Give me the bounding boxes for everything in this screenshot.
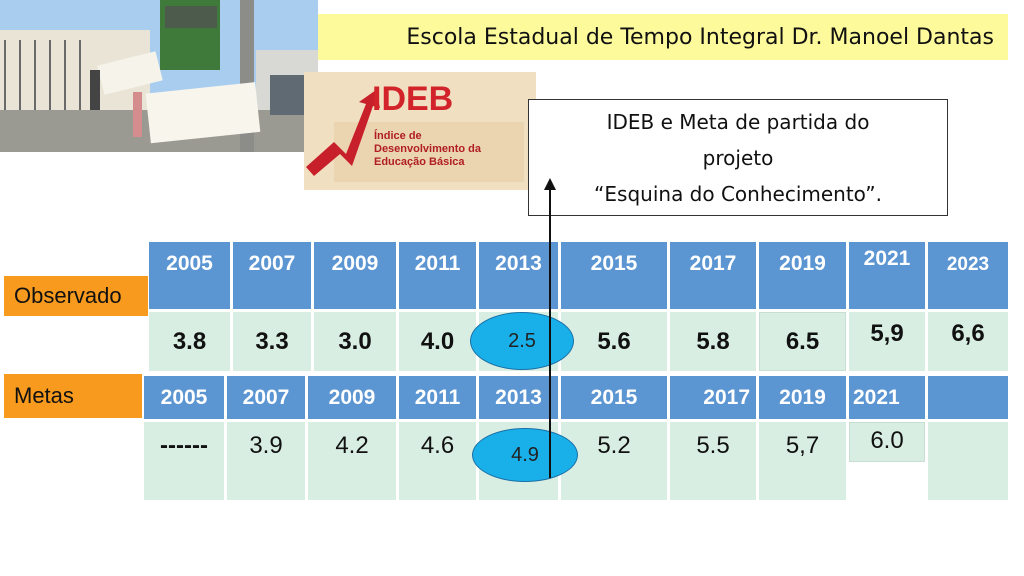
observado-value: 3.8	[149, 312, 230, 371]
highlight-ellipse-observado-2013: 2.5	[470, 312, 574, 370]
metas-year: 2011	[399, 376, 476, 419]
metas-year	[928, 376, 1008, 419]
observado-value: 6.5	[759, 312, 846, 371]
callout-line-2: projeto	[702, 145, 774, 170]
observado-value: 5,9	[849, 312, 925, 371]
observado-year: 2023	[928, 242, 1008, 309]
ideb-logo-subtitle: Índice de Desenvolvimento da Educação Bá…	[374, 130, 481, 168]
observado-value: 3.3	[233, 312, 311, 371]
metas-value: 4.6	[399, 422, 476, 500]
observado-value: 3.0	[314, 312, 396, 371]
metas-year: 2005	[144, 376, 224, 419]
observado-year: 2011	[399, 242, 476, 309]
observado-year: 2013	[479, 242, 558, 309]
observado-label: Observado	[4, 276, 148, 316]
metas-value	[928, 422, 1008, 500]
metas-year: 2019	[759, 376, 846, 419]
metas-value: 6.0	[849, 422, 925, 462]
protest-photo	[0, 0, 318, 152]
observado-value: 5.8	[670, 312, 756, 371]
observado-year: 2009	[314, 242, 396, 309]
school-title: Escola Estadual de Tempo Integral Dr. Ma…	[318, 14, 1008, 60]
observado-year: 2017	[670, 242, 756, 309]
metas-value: ------	[144, 422, 224, 500]
ideb-logo-word: IDEB	[372, 80, 454, 118]
metas-year: 2007	[227, 376, 305, 419]
metas-label: Metas	[4, 374, 142, 418]
metas-value: 5.5	[670, 422, 756, 500]
callout-line-3: “Esquina do Conhecimento”.	[594, 181, 882, 206]
observado-value: 5.6	[561, 312, 667, 371]
metas-year: 2013	[479, 376, 558, 419]
observado-value: 6,6	[928, 312, 1008, 371]
metas-value: 5,7	[759, 422, 846, 500]
metas-year: 2021	[849, 376, 925, 419]
callout-line-1: IDEB e Meta de partida do	[606, 109, 870, 134]
metas-value: 4.2	[308, 422, 396, 500]
metas-year: 2009	[308, 376, 396, 419]
ideb-arrow-graphic	[304, 72, 536, 190]
metas-year: 2017	[670, 376, 756, 419]
observado-year: 2007	[233, 242, 311, 309]
metas-value: 5.2	[561, 422, 667, 500]
observado-value: 4.0	[399, 312, 476, 371]
metas-value: 3.9	[227, 422, 305, 500]
observado-year: 2019	[759, 242, 846, 309]
highlight-ellipse-metas-2013: 4.9	[472, 428, 578, 482]
observado-year: 2015	[561, 242, 667, 309]
observado-year: 2021	[849, 242, 925, 309]
callout-box: IDEB e Meta de partida do projeto “Esqui…	[528, 99, 948, 216]
metas-year: 2015	[561, 376, 667, 419]
up-arrow-connector	[544, 178, 556, 478]
ideb-logo: IDEB Índice de Desenvolvimento da Educaç…	[304, 72, 536, 190]
observado-year: 2005	[149, 242, 230, 309]
